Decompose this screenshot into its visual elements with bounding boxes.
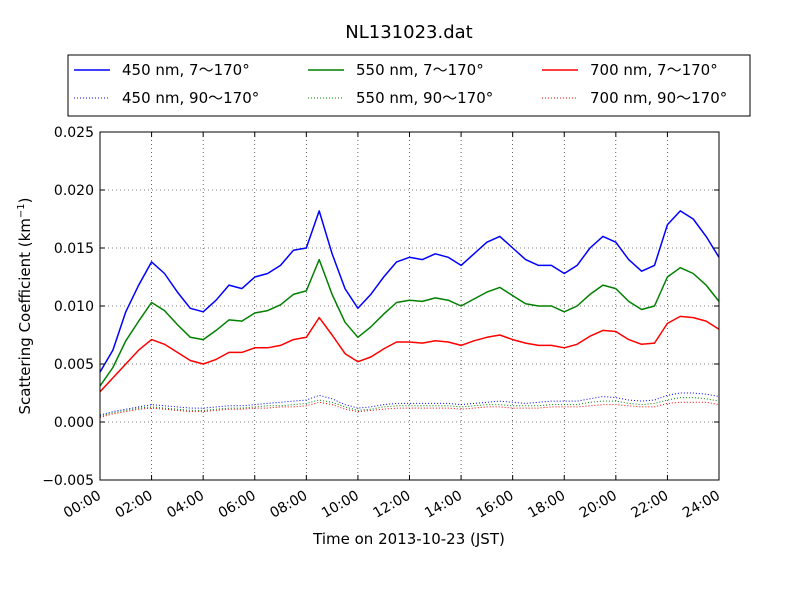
legend-label: 700 nm, 7～170° bbox=[590, 61, 718, 79]
y-tick-label: 0.005 bbox=[54, 357, 94, 373]
x-tick-label: 04:00 bbox=[164, 488, 207, 522]
x-tick-label: 02:00 bbox=[113, 488, 156, 522]
y-axis-label: Scattering Coefficient (km−1) bbox=[16, 197, 34, 414]
series-line-solid-1 bbox=[99, 258, 720, 387]
y-tick-label: 0.015 bbox=[54, 241, 94, 257]
x-tick-label: 06:00 bbox=[216, 488, 259, 522]
x-tick-label: 16:00 bbox=[474, 488, 517, 522]
y-tick-label: −0.005 bbox=[42, 473, 94, 489]
x-tick-label: 08:00 bbox=[267, 488, 310, 522]
y-tick-label: 0.025 bbox=[54, 125, 94, 141]
x-tick-label: 18:00 bbox=[525, 488, 568, 522]
x-tick-label: 24:00 bbox=[680, 488, 723, 522]
x-tick-label: 00:00 bbox=[61, 488, 104, 522]
x-tick-label: 20:00 bbox=[577, 488, 620, 522]
series-group bbox=[99, 210, 720, 418]
legend: 450 nm, 7～170° 550 nm, 7～170° 700 nm, 7～17… bbox=[67, 54, 751, 117]
ticks bbox=[99, 131, 720, 481]
y-axis-label-main: Scattering Coefficient (km bbox=[16, 218, 34, 414]
legend-label: 700 nm, 90～170° bbox=[590, 89, 727, 107]
legend-label: 450 nm, 90～170° bbox=[122, 89, 259, 107]
y-tick-label: 0.010 bbox=[54, 299, 94, 315]
gridlines bbox=[100, 132, 719, 480]
legend-label: 450 nm, 7～170° bbox=[122, 61, 250, 79]
series-line-solid-2 bbox=[99, 315, 720, 393]
x-tick-label: 10:00 bbox=[319, 488, 362, 522]
x-tick-label: 12:00 bbox=[371, 488, 414, 522]
series-line-dotted-5 bbox=[99, 401, 720, 418]
y-axis-label-end: ) bbox=[16, 197, 34, 203]
x-tick-label: 14:00 bbox=[422, 488, 465, 522]
legend-box bbox=[67, 54, 751, 117]
x-tick-label: 22:00 bbox=[628, 488, 671, 522]
series-line-solid-0 bbox=[99, 210, 720, 373]
y-tick-labels: −0.005 0.000 0.005 0.010 0.015 0.020 0.025 bbox=[42, 125, 94, 489]
series-line-dotted-4 bbox=[99, 397, 720, 417]
y-tick-label: 0.000 bbox=[54, 415, 94, 431]
y-axis-label-sup: −1 bbox=[16, 203, 27, 218]
chart-title: NL131023.dat bbox=[345, 22, 472, 43]
legend-label: 550 nm, 90～170° bbox=[356, 89, 493, 107]
y-tick-label: 0.020 bbox=[54, 183, 94, 199]
x-tick-labels: 00:00 02:00 04:00 06:00 08:00 10:00 12:00 14:00… bbox=[61, 488, 723, 522]
x-axis-label: Time on 2013-10-23 (JST) bbox=[312, 530, 505, 548]
legend-label: 550 nm, 7～170° bbox=[356, 61, 484, 79]
